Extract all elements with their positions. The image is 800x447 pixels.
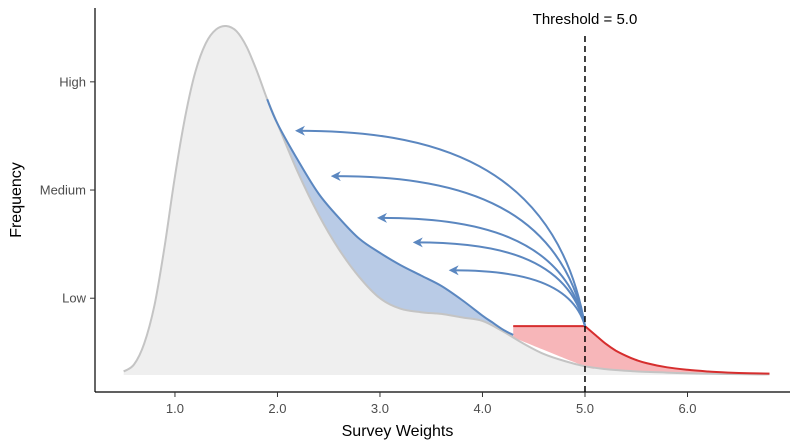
- area-layer: [123, 24, 770, 376]
- axes-layer: 1.0 2.0 3.0 4.0 5.0 6.0 Low Medium High: [40, 8, 790, 416]
- y-axis-title: Frequency: [8, 162, 25, 238]
- redistribution-arrow-1: [295, 125, 586, 327]
- redistribution-arrow-3: [377, 212, 586, 327]
- x-tick-label: 6.0: [678, 401, 696, 416]
- arrow-layer: [295, 125, 586, 327]
- threshold-label: Threshold = 5.0: [533, 11, 638, 28]
- trimmed-excess-area: [513, 326, 770, 375]
- redistribution-arrow-5: [448, 265, 586, 327]
- y-tick-label: High: [59, 74, 86, 89]
- x-tick-label: 5.0: [576, 401, 594, 416]
- x-tick-label: 3.0: [371, 401, 389, 416]
- x-tick-label: 2.0: [268, 401, 286, 416]
- y-tick-label: Low: [62, 291, 86, 306]
- trimmed-density-line: [513, 325, 770, 375]
- redistributed-density-line: [266, 98, 514, 336]
- redistribution-arrow-4: [412, 237, 586, 327]
- original-density-area: [123, 25, 770, 376]
- x-tick-label: 4.0: [473, 401, 491, 416]
- original-density-line: [123, 24, 770, 376]
- redistributed-weight-area: [267, 99, 514, 338]
- redistribution-arrow-2: [330, 171, 586, 327]
- x-tick-label: 1.0: [166, 401, 184, 416]
- x-axis-title: Survey Weights: [342, 423, 454, 440]
- y-tick-label: Medium: [40, 183, 86, 198]
